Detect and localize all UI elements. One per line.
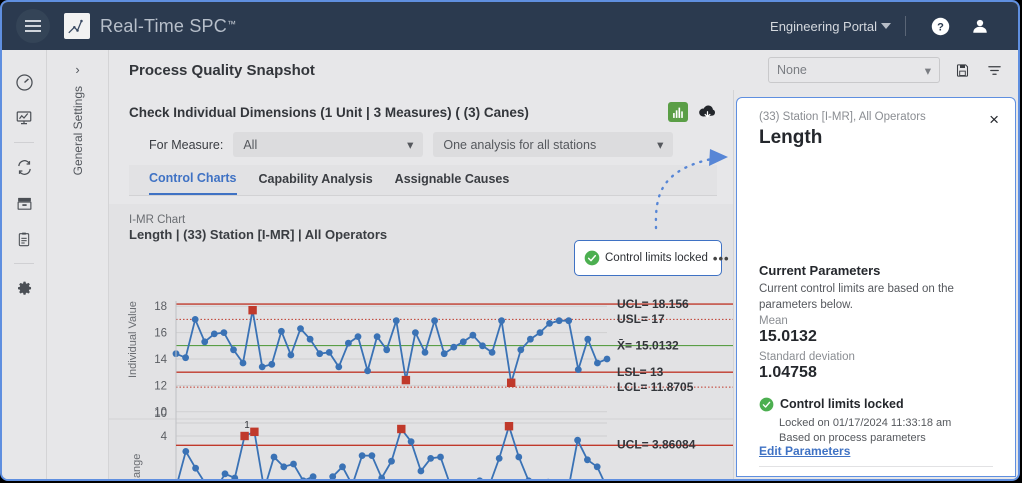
- svg-text:1: 1: [244, 420, 250, 431]
- svg-text:UCL= 3.86084: UCL= 3.86084: [617, 438, 696, 452]
- svg-text:4: 4: [161, 431, 168, 443]
- svg-text:18: 18: [154, 301, 167, 313]
- svg-text:X̄= 15.0132: X̄= 15.0132: [617, 339, 679, 353]
- svg-text:12: 12: [154, 381, 167, 393]
- svg-text:14: 14: [154, 354, 167, 366]
- svg-text:10: 10: [154, 408, 167, 420]
- svg-text:LSL= 13: LSL= 13: [617, 365, 664, 379]
- svg-text:USL= 17: USL= 17: [617, 312, 665, 326]
- svg-text:?: ?: [937, 21, 944, 33]
- svg-text:16: 16: [154, 328, 167, 340]
- svg-text:LCL= 11.8705: LCL= 11.8705: [617, 380, 694, 394]
- svg-text:UCL= 18.156: UCL= 18.156: [617, 297, 689, 311]
